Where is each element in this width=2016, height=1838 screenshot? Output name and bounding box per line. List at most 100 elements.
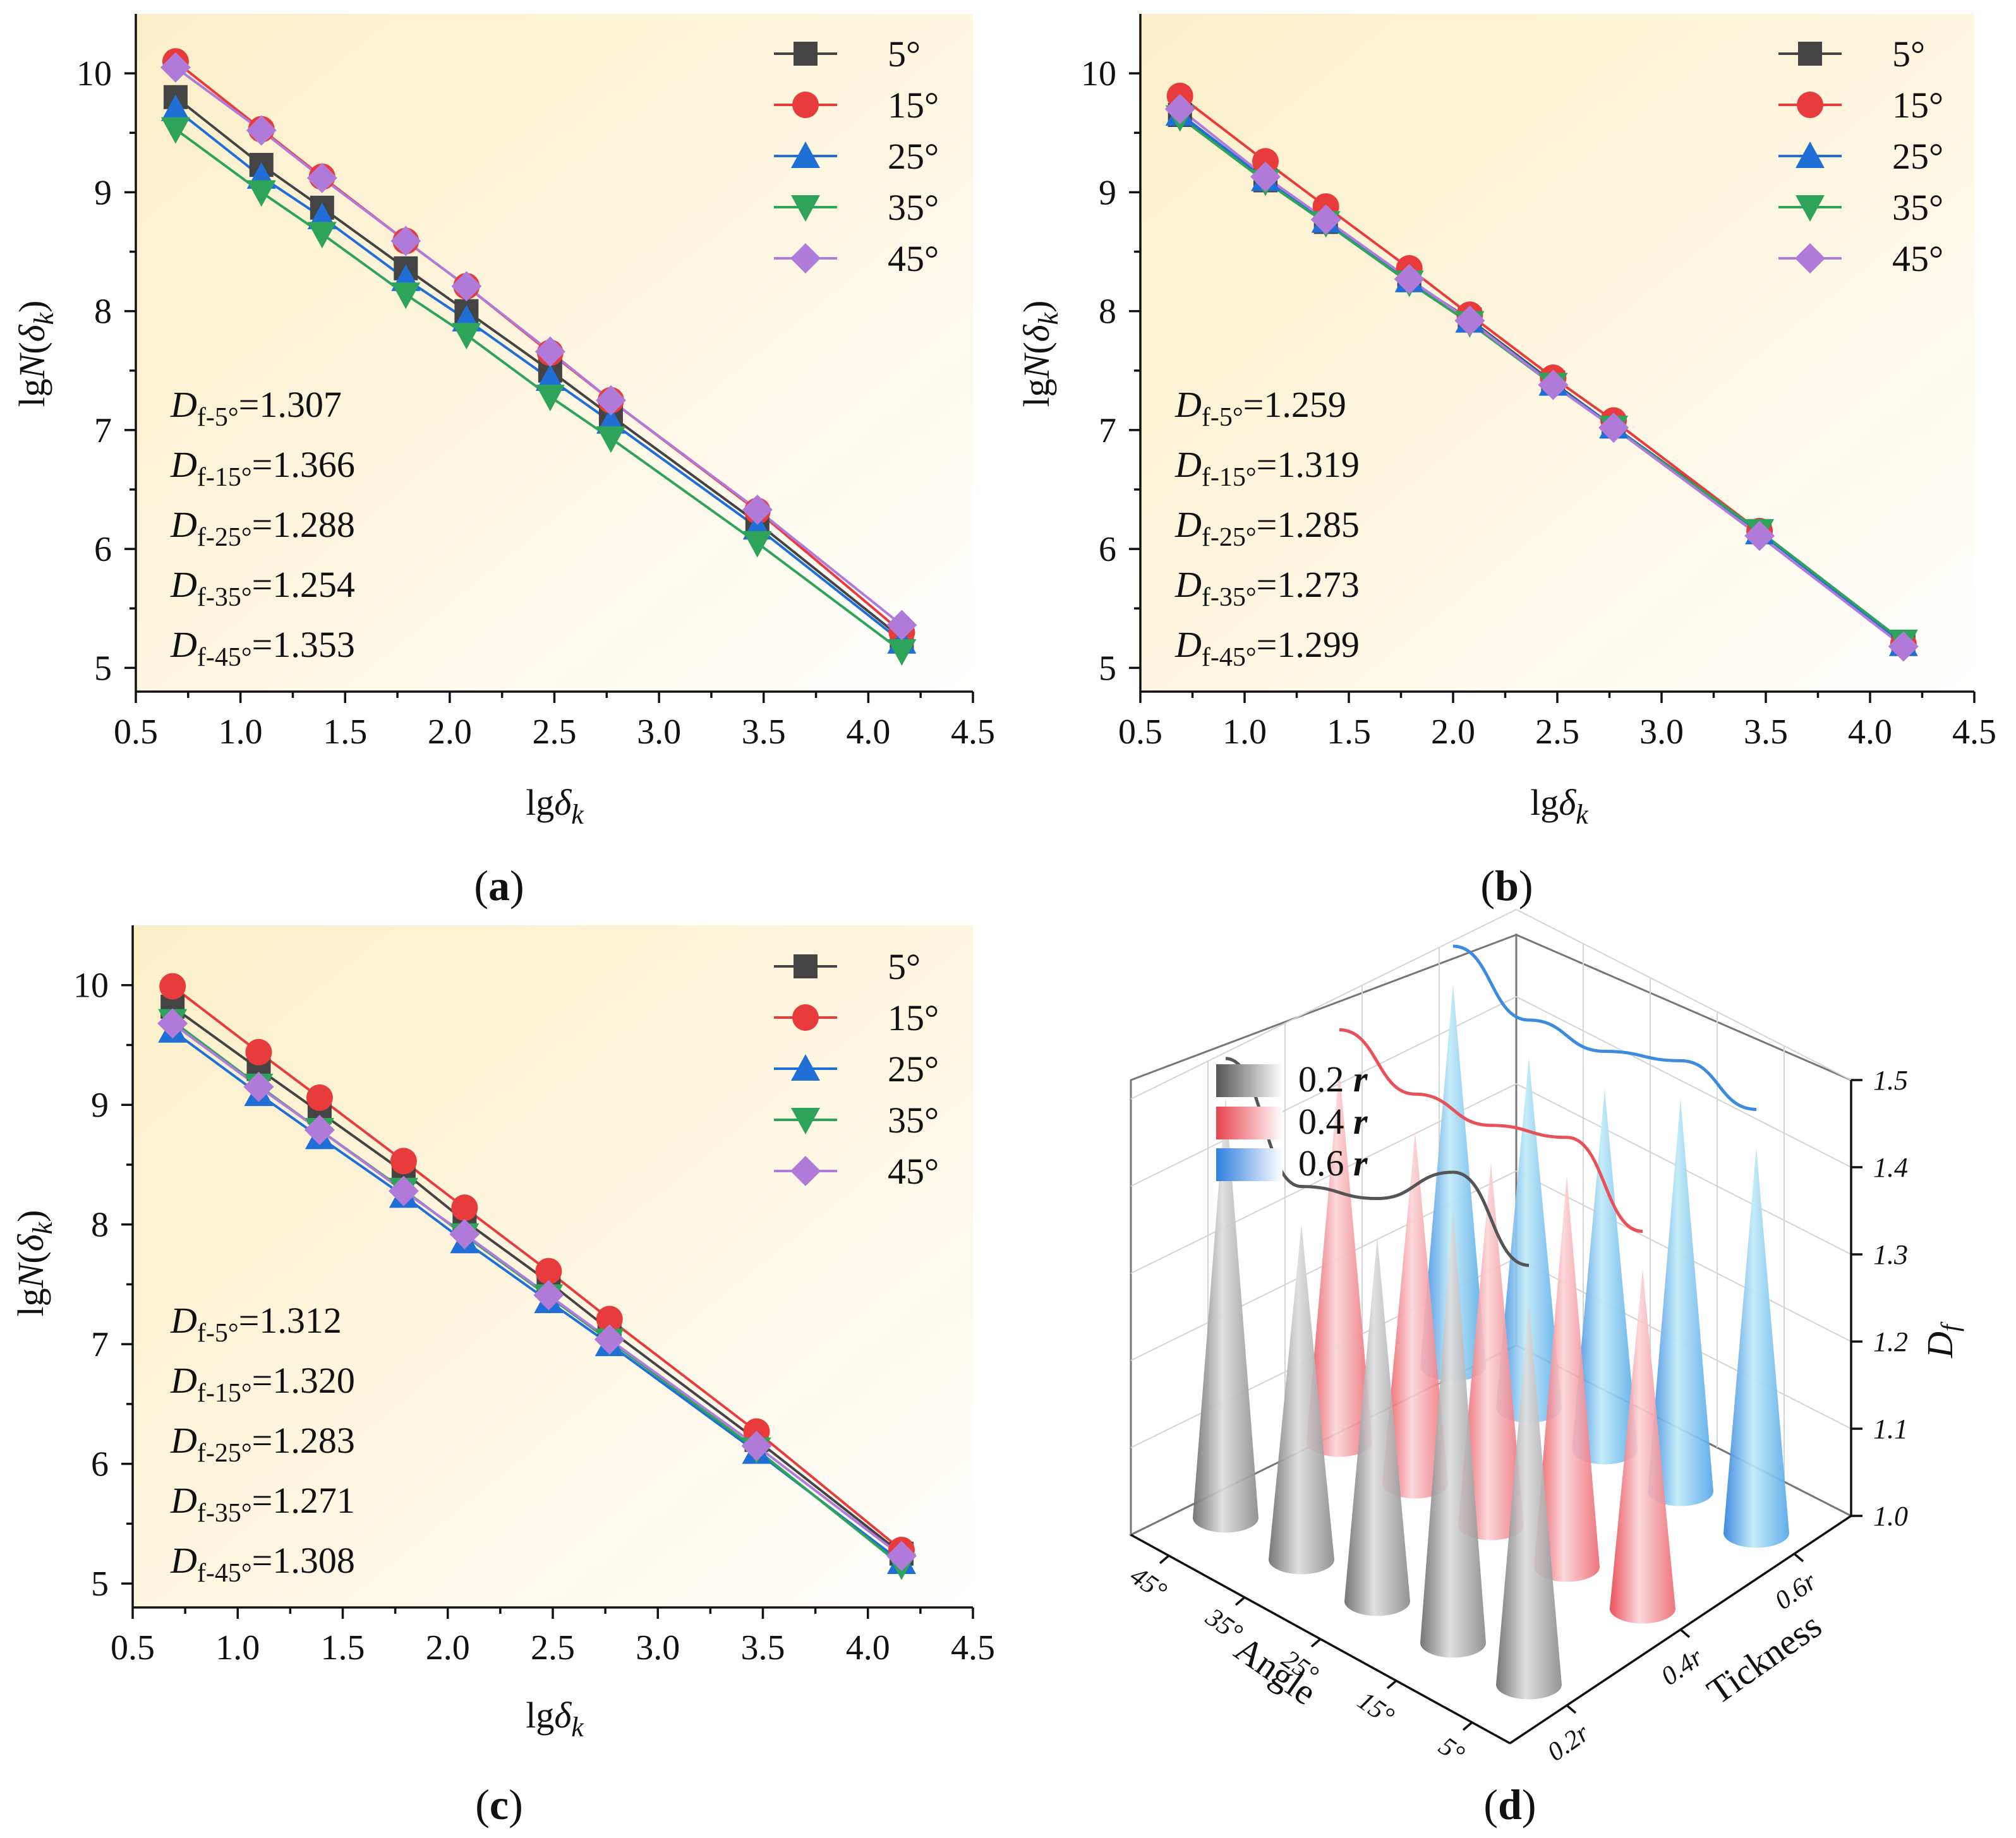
y-tick-label: 10: [76, 54, 112, 93]
y-tick-label: 7: [91, 1325, 109, 1364]
data-point-25°: [160, 94, 190, 121]
legend-marker-35°: [1796, 195, 1825, 222]
y-axis-label: lgN(δk): [10, 1210, 58, 1317]
x-axis-label: lgδk: [526, 1695, 584, 1743]
grid-line: [1516, 909, 1852, 1081]
x-tick-label: 3.0: [1639, 712, 1684, 752]
data-point-45°: [1250, 161, 1281, 192]
y-tick-label: 5: [91, 1565, 109, 1604]
x-axis-label: lgδk: [1530, 782, 1589, 830]
legend-label-0.2r: 0.2 r: [1298, 1059, 1368, 1100]
legend-marker-25°: [791, 1054, 820, 1081]
x-tick-label: 4.5: [1952, 712, 1996, 752]
data-point-45°: [1888, 631, 1919, 662]
df-label: Df-35°=1.254: [170, 564, 355, 612]
cone-0.4 r-45°: [1307, 1067, 1372, 1457]
z-tick-label: 1.3: [1873, 1239, 1908, 1270]
data-point-45°: [1310, 204, 1341, 235]
legend-label-35°: 35°: [888, 1100, 939, 1141]
x-tick-label: 2.0: [426, 1628, 470, 1667]
caption-c: (c): [475, 1781, 523, 1829]
data-point-45°: [449, 1218, 480, 1249]
legend-marker-5°: [794, 42, 818, 66]
y-tick-label: 6: [94, 530, 112, 569]
x-tick-label: 0.5: [111, 1628, 155, 1667]
data-point-45°: [306, 162, 337, 193]
df-label: Df-15°=1.320: [170, 1360, 355, 1408]
thickness-tick-label: 0.2r: [1542, 1718, 1595, 1767]
legend-label-25°: 25°: [1892, 136, 1943, 177]
x-tick-label: 1.5: [321, 1628, 365, 1667]
x-tick-label: 4.0: [846, 712, 890, 752]
z-axis-title: Df: [1919, 1321, 1964, 1359]
y-tick-label: 8: [94, 292, 112, 332]
data-point-35°: [742, 531, 772, 558]
cone-legend: 0.2 r 0.4 r 0.6 r: [1216, 1059, 1368, 1184]
thickness-tick: [1793, 1553, 1804, 1563]
x-tick-label: 4.0: [846, 1628, 890, 1667]
cone-0.4 r-15°: [1534, 1175, 1600, 1582]
data-point-45°: [1454, 305, 1485, 336]
angle-axis-title: Angle: [1228, 1628, 1324, 1713]
data-point-45°: [304, 1115, 335, 1145]
df-label: Df-45°=1.308: [170, 1540, 355, 1588]
y-tick-label: 9: [1099, 173, 1116, 212]
cone-0.6 r-45°: [1420, 983, 1486, 1381]
data-point-35°: [160, 117, 190, 144]
cone-0.6 r-15°: [1648, 1098, 1713, 1506]
data-point-45°: [595, 385, 626, 416]
y-tick-label: 10: [1081, 54, 1116, 93]
cone-0.2 r-35°: [1269, 1224, 1334, 1575]
y-tick-label: 7: [94, 411, 112, 450]
x-tick-label: 3.5: [741, 1628, 785, 1667]
cone-0.2 r-15°: [1420, 1210, 1486, 1658]
cone-0.6 r-25°: [1572, 1089, 1638, 1465]
legend-label-15°: 15°: [888, 997, 939, 1038]
legend-label-25°: 25°: [888, 136, 939, 177]
data-point-35°: [246, 180, 276, 207]
grid-line: [1130, 909, 1517, 1100]
data-point-15°: [245, 1038, 272, 1066]
z-tick-label: 1.1: [1873, 1414, 1908, 1445]
cone-0.6 r-5°: [1723, 1147, 1789, 1548]
data-point-35°: [391, 282, 421, 309]
x-tick-label: 3.0: [637, 712, 681, 752]
cone-0.6 r-35°: [1496, 1058, 1562, 1423]
data-point-35°: [307, 222, 337, 249]
data-point-45°: [1394, 263, 1425, 294]
legend-marker-25°: [791, 141, 820, 168]
y-tick-label: 6: [1099, 530, 1116, 569]
x-tick-label: 2.5: [533, 712, 577, 752]
angle-tick: [1159, 1554, 1170, 1565]
data-point-45°: [1598, 412, 1629, 443]
legend-swatch-0.4r: [1216, 1107, 1283, 1139]
data-point-45°: [741, 1431, 772, 1462]
x-tick-label: 0.5: [1118, 712, 1162, 752]
x-tick-label: 1.5: [323, 712, 367, 752]
legend-marker-15°: [792, 92, 819, 118]
legend-marker-45°: [790, 243, 821, 273]
data-point-45°: [533, 1280, 564, 1311]
panel-a: 0.5 1.0 1.5 2.0 2.5 3.0 3.5 4.0 4.5 5 6 7 8 9 10 lgδk lg…: [11, 14, 995, 830]
thickness-tick: [1566, 1704, 1577, 1714]
x-tick-label: 2.0: [1431, 712, 1475, 752]
thickness-tick-label: 0.6r: [1770, 1566, 1822, 1616]
z-tick-label: 1.4: [1873, 1152, 1908, 1183]
data-point-45°: [246, 115, 277, 146]
cones: [1193, 983, 1789, 1700]
data-point-35°: [452, 323, 481, 350]
panel-b: 0.5 1.0 1.5 2.0 2.5 3.0 3.5 4.0 4.5 5 6 7 8 9 10 lgδk lg…: [1016, 14, 1996, 830]
data-point-15°: [390, 1148, 417, 1175]
legend-swatch-0.6r: [1216, 1148, 1283, 1181]
angle-tick: [1462, 1721, 1473, 1731]
df-label: Df-35°=1.271: [170, 1480, 355, 1528]
data-point-35°: [596, 426, 625, 453]
data-point-45°: [886, 610, 917, 640]
df-label: Df-5°=1.259: [1174, 384, 1346, 432]
legend-marker-5°: [1798, 42, 1822, 66]
data-point-25°: [535, 364, 565, 391]
legend-label-15°: 15°: [888, 85, 939, 126]
angle-tick: [1310, 1638, 1322, 1648]
x-tick-label: 2.5: [1535, 712, 1579, 752]
